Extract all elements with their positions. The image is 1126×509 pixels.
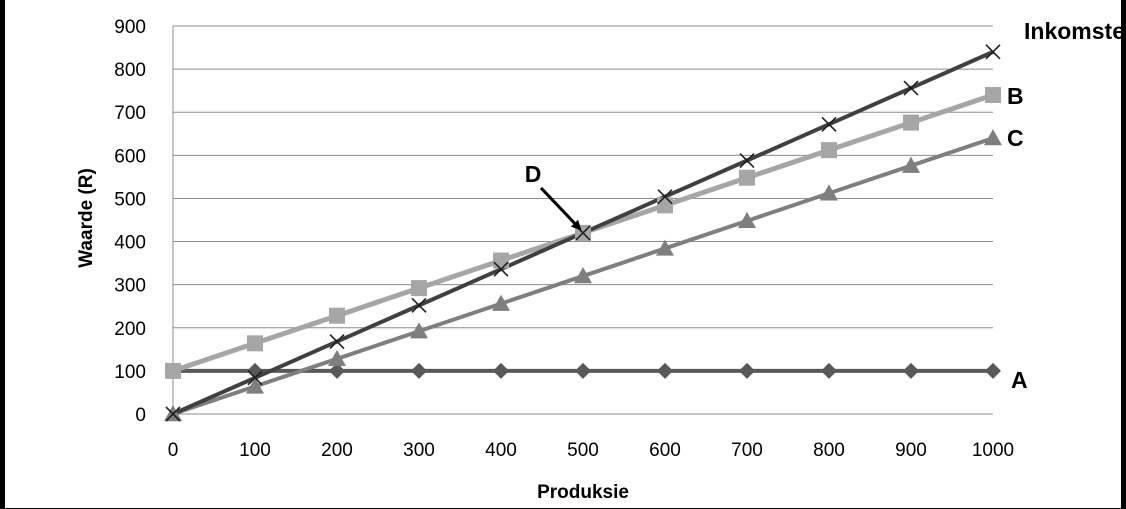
marker-inkomste-200-stroke-b bbox=[329, 334, 345, 350]
marker-c-900 bbox=[902, 156, 920, 173]
x-tick-label-200: 200 bbox=[321, 440, 353, 461]
marker-inkomste-400-stroke-b bbox=[493, 261, 509, 277]
x-tick-label-400: 400 bbox=[485, 440, 517, 461]
tick-labels: 0 100 200 300 400 500 600 700 800 900 0 100 200 300 40… bbox=[114, 17, 1014, 461]
series-label-a: A bbox=[1011, 367, 1028, 393]
marker-a-500 bbox=[575, 362, 591, 379]
marker-c-200 bbox=[328, 349, 346, 367]
x-tick-label-800: 800 bbox=[813, 440, 845, 461]
y-tick-label-800: 800 bbox=[114, 60, 146, 81]
x-tick-label-300: 300 bbox=[403, 440, 435, 461]
marker-c-1000 bbox=[984, 129, 1002, 146]
marker-c-500 bbox=[574, 267, 592, 284]
marker-inkomste-0-stroke-b bbox=[165, 406, 181, 422]
marker-a-700 bbox=[739, 362, 755, 379]
y-tick-label-400: 400 bbox=[114, 233, 146, 254]
y-tick-label-200: 200 bbox=[114, 319, 146, 340]
marker-inkomste-800 bbox=[821, 116, 837, 132]
axes bbox=[172, 26, 993, 415]
x-tick-label-0: 0 bbox=[168, 440, 179, 461]
series-labels: A BC Inkomste bbox=[1007, 18, 1125, 393]
marker-inkomste-1000-stroke-b bbox=[985, 44, 1001, 60]
marker-c-300 bbox=[410, 322, 428, 339]
marker-inkomste-200 bbox=[329, 334, 345, 350]
marker-inkomste-400 bbox=[493, 261, 509, 277]
marker-b-600 bbox=[657, 197, 673, 214]
y-axis-title: Waarde (R) bbox=[76, 168, 97, 268]
line-chart: 0 100 200 300 400 500 600 700 800 900 0 100 200 300 40… bbox=[76, 17, 1125, 503]
x-axis-title: Produksie bbox=[537, 482, 629, 503]
gridlines bbox=[173, 25, 993, 372]
marker-inkomste-1000 bbox=[985, 44, 1001, 60]
marker-b-300 bbox=[411, 280, 427, 297]
y-tick-label-900: 900 bbox=[114, 17, 146, 38]
marker-a-300 bbox=[411, 362, 427, 379]
marker-a-200 bbox=[329, 362, 345, 379]
y-tick-label-0: 0 bbox=[135, 405, 146, 426]
annotations: D bbox=[525, 161, 582, 231]
marker-inkomste-700-stroke-b bbox=[739, 152, 755, 169]
marker-inkomste-100-stroke-b bbox=[247, 370, 263, 386]
marker-c-700 bbox=[738, 211, 756, 229]
marker-c-600 bbox=[656, 239, 674, 256]
marker-inkomste-600-stroke-b bbox=[657, 189, 673, 205]
x-tick-label-900: 900 bbox=[895, 440, 927, 461]
annotation-label-0: D bbox=[525, 161, 542, 187]
marker-inkomste-900 bbox=[903, 80, 919, 96]
marker-inkomste-800-stroke-b bbox=[821, 116, 837, 132]
y-tick-label-100: 100 bbox=[114, 362, 146, 383]
marker-b-900 bbox=[903, 114, 919, 131]
x-tick-label-700: 700 bbox=[731, 440, 763, 461]
y-tick-label-700: 700 bbox=[114, 103, 146, 124]
series-label-inkomste: Inkomste bbox=[1024, 18, 1125, 44]
marker-b-1000 bbox=[985, 86, 1001, 103]
marker-c-400 bbox=[492, 294, 510, 311]
marker-c-800 bbox=[820, 184, 838, 201]
marker-inkomste-600 bbox=[657, 189, 673, 205]
marker-inkomste-300-stroke-b bbox=[411, 297, 427, 313]
y-tick-label-300: 300 bbox=[114, 276, 146, 297]
series-label-b: B bbox=[1007, 83, 1024, 109]
marker-inkomste-300 bbox=[411, 297, 427, 313]
series-label-c: C bbox=[1007, 125, 1024, 151]
marker-b-0 bbox=[165, 362, 181, 379]
x-tick-label-500: 500 bbox=[567, 440, 599, 461]
marker-a-600 bbox=[657, 362, 673, 379]
marker-b-100 bbox=[247, 335, 263, 352]
marker-b-200 bbox=[329, 307, 345, 324]
y-tick-label-600: 600 bbox=[114, 146, 146, 167]
x-tick-label-600: 600 bbox=[649, 440, 681, 461]
y-tick-label-500: 500 bbox=[114, 189, 146, 210]
marker-a-800 bbox=[821, 362, 837, 379]
marker-inkomste-100 bbox=[247, 370, 263, 386]
marker-b-400 bbox=[493, 252, 509, 269]
x-tick-label-1000: 1000 bbox=[972, 440, 1014, 461]
marker-inkomste-900-stroke-b bbox=[903, 80, 919, 96]
x-tick-label-100: 100 bbox=[239, 440, 271, 461]
marker-a-900 bbox=[903, 362, 919, 379]
marker-c-100 bbox=[246, 377, 264, 394]
marker-inkomste-700 bbox=[739, 152, 755, 169]
marker-b-700 bbox=[739, 169, 755, 186]
marker-b-800 bbox=[821, 142, 837, 159]
annotation-arrow-0 bbox=[539, 186, 582, 231]
marker-a-400 bbox=[493, 362, 509, 379]
marker-inkomste-500-stroke-b bbox=[575, 225, 591, 241]
marker-inkomste-0 bbox=[165, 406, 181, 422]
marker-a-1000 bbox=[985, 362, 1001, 379]
